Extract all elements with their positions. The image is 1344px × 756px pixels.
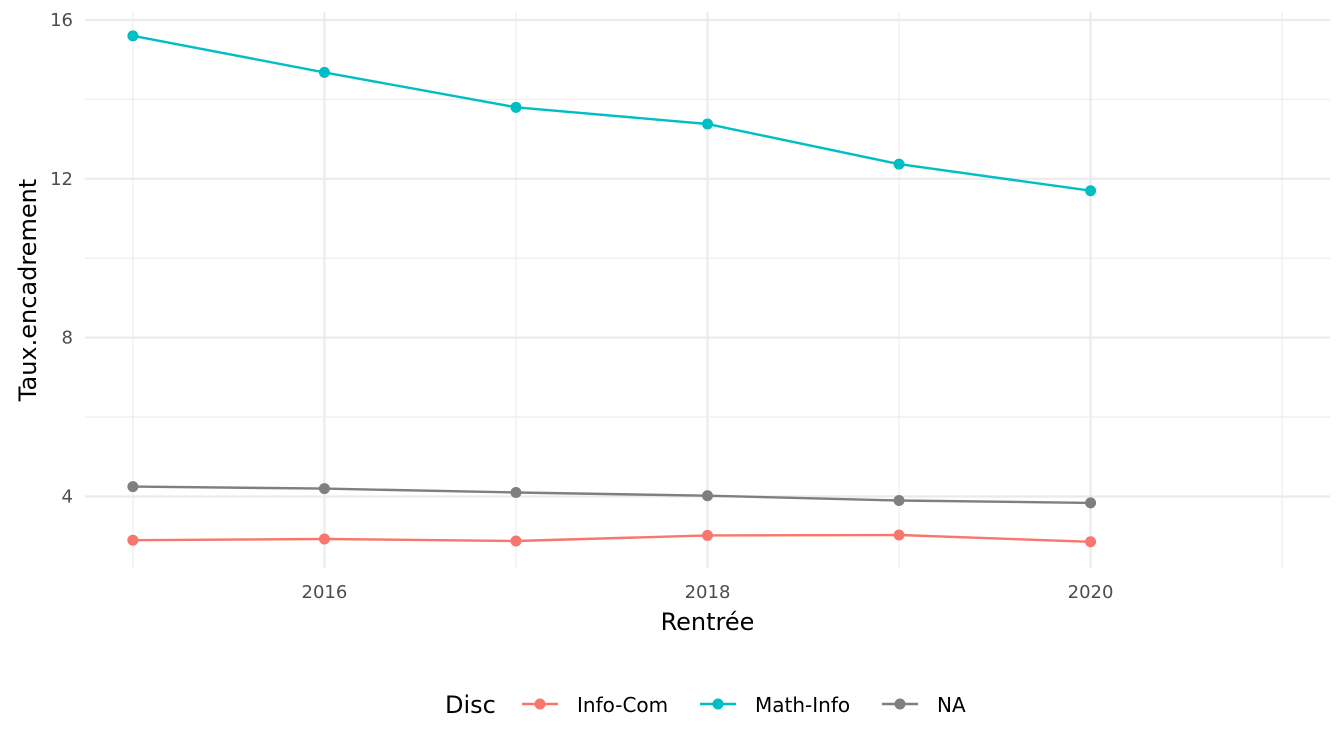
data-point-na (1085, 497, 1097, 509)
series-line-math-info (132, 34, 1091, 192)
data-point-na (510, 487, 522, 499)
data-point-na (702, 490, 713, 502)
legend-key-point (894, 698, 906, 710)
series-line-info-com (132, 533, 1091, 543)
data-point-math-info (1085, 185, 1097, 197)
series-na (127, 481, 1097, 509)
data-point-info-com (510, 535, 522, 547)
legend-label: Math-Info (755, 693, 850, 717)
tick-labels: 2016 2018 2020 4 8 12 16 (50, 10, 1113, 603)
data-point-na (893, 494, 905, 506)
y-tick-label: 8 (62, 328, 73, 349)
data-point-info-com (318, 533, 330, 545)
legend: Disc Info-Com Math-Info NA (445, 691, 966, 719)
y-tick-label: 12 (50, 169, 73, 190)
data-point-info-com (1085, 536, 1097, 548)
y-tick-label: 4 (62, 487, 73, 508)
legend-key-point (712, 698, 724, 710)
data-point-info-com (893, 529, 905, 541)
data-point-info-com (127, 534, 139, 546)
y-tick-label: 16 (50, 10, 73, 31)
series-math-info (127, 30, 1097, 197)
data-point-na (127, 481, 139, 493)
x-tick-label: 2016 (302, 582, 348, 603)
series-layer (127, 30, 1097, 548)
data-point-info-com (702, 529, 713, 541)
x-axis-title: Rentrée (661, 608, 755, 636)
legend-entry-info-com: Info-Com (522, 693, 668, 717)
legend-key-point (534, 698, 546, 710)
data-point-math-info (318, 66, 330, 78)
major-gridlines (85, 12, 1330, 568)
data-point-math-info (510, 101, 522, 113)
data-point-math-info (702, 118, 713, 130)
legend-title: Disc (445, 691, 496, 719)
legend-label: Info-Com (577, 693, 668, 717)
x-tick-label: 2018 (685, 582, 731, 603)
series-info-com (127, 529, 1097, 548)
data-point-math-info (127, 30, 139, 42)
series-line-na (132, 485, 1091, 505)
legend-label: NA (937, 693, 966, 717)
data-point-na (318, 483, 330, 495)
data-point-math-info (893, 158, 905, 170)
legend-entry-math-info: Math-Info (700, 693, 850, 717)
y-axis-title: Taux.encadrement (14, 179, 42, 402)
legend-entry-na: NA (882, 693, 966, 717)
x-tick-label: 2020 (1068, 582, 1114, 603)
